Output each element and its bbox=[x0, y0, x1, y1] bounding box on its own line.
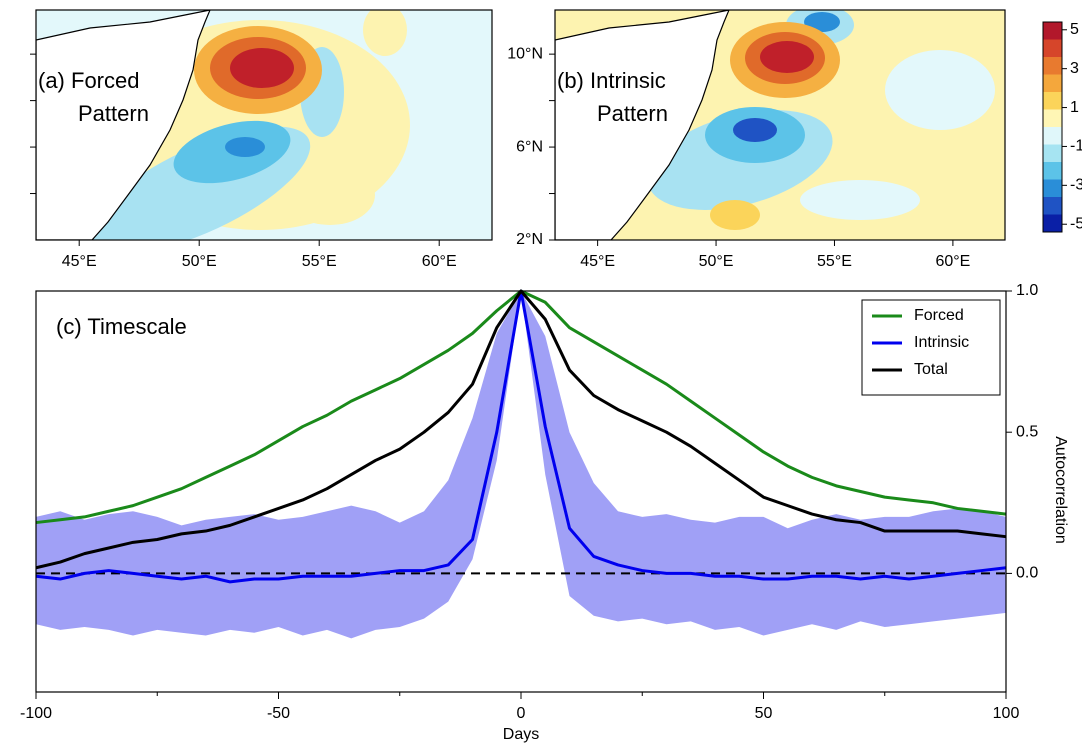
x-tick-label: -100 bbox=[20, 705, 52, 722]
colorbar-swatch bbox=[1043, 162, 1062, 180]
panel-label: (a) Forced bbox=[38, 68, 139, 93]
colorbar-swatch bbox=[1043, 22, 1062, 40]
map-b-field bbox=[555, 10, 1005, 240]
colorbar-swatch bbox=[1043, 109, 1062, 128]
panel-label: (c) Timescale bbox=[56, 314, 187, 339]
colorbar-swatch bbox=[1043, 74, 1062, 93]
map-frame bbox=[35, 9, 493, 241]
colorbar-tick-label: -3 bbox=[1070, 177, 1082, 194]
map-frame bbox=[554, 9, 1006, 241]
x-tick-label: 50 bbox=[755, 705, 773, 722]
colorbar-swatch bbox=[1043, 214, 1062, 233]
colorbar-tick-label: -5 bbox=[1070, 215, 1082, 232]
y-tick-label: 1.0 bbox=[1016, 282, 1038, 299]
colorbar-tick-label: 5 bbox=[1070, 21, 1079, 38]
x-tick-label: 100 bbox=[993, 705, 1020, 722]
map-a-field bbox=[36, 10, 492, 240]
x-tick-label: 60°E bbox=[935, 253, 970, 270]
x-tick-label: 50°E bbox=[699, 253, 734, 270]
y-tick-label: 10°N bbox=[507, 45, 543, 62]
y-axis-label: Autocorrelation bbox=[1052, 436, 1069, 544]
colorbar-swatch bbox=[1043, 39, 1062, 58]
y-tick-label: 2°N bbox=[516, 231, 543, 248]
y-tick-label: 6°N bbox=[516, 138, 543, 155]
x-tick-label: 60°E bbox=[422, 253, 457, 270]
x-tick-label: 0 bbox=[517, 705, 526, 722]
colorbar-swatch bbox=[1043, 127, 1062, 145]
colorbar-swatch bbox=[1043, 92, 1062, 110]
colorbar-tick-label: 3 bbox=[1070, 60, 1079, 77]
colorbar-tick-label: 1 bbox=[1070, 99, 1079, 116]
colorbar-swatch bbox=[1043, 179, 1062, 198]
colorbar-tick-label: -1 bbox=[1070, 138, 1082, 155]
x-axis-label: Days bbox=[503, 726, 539, 743]
legend-label: Intrinsic bbox=[914, 334, 969, 351]
x-tick-label: 55°E bbox=[817, 253, 852, 270]
y-tick-label: 0.0 bbox=[1016, 565, 1038, 582]
legend-label: Forced bbox=[914, 307, 964, 324]
x-tick-label: 50°E bbox=[182, 253, 217, 270]
panel-label: Pattern bbox=[597, 101, 668, 126]
x-tick-label: -50 bbox=[267, 705, 290, 722]
x-tick-label: 55°E bbox=[302, 253, 337, 270]
colorbar-swatch bbox=[1043, 197, 1062, 215]
x-tick-label: 45°E bbox=[62, 253, 97, 270]
colorbar-frame bbox=[1042, 21, 1063, 233]
legend-label: Total bbox=[914, 361, 948, 378]
panel-label: (b) Intrinsic bbox=[557, 68, 666, 93]
x-tick-label: 45°E bbox=[580, 253, 615, 270]
colorbar-swatch bbox=[1043, 144, 1062, 163]
panel-label: Pattern bbox=[78, 101, 149, 126]
colorbar-swatch bbox=[1043, 57, 1062, 75]
confidence-band bbox=[36, 291, 1006, 639]
y-tick-label: 0.5 bbox=[1016, 423, 1038, 440]
